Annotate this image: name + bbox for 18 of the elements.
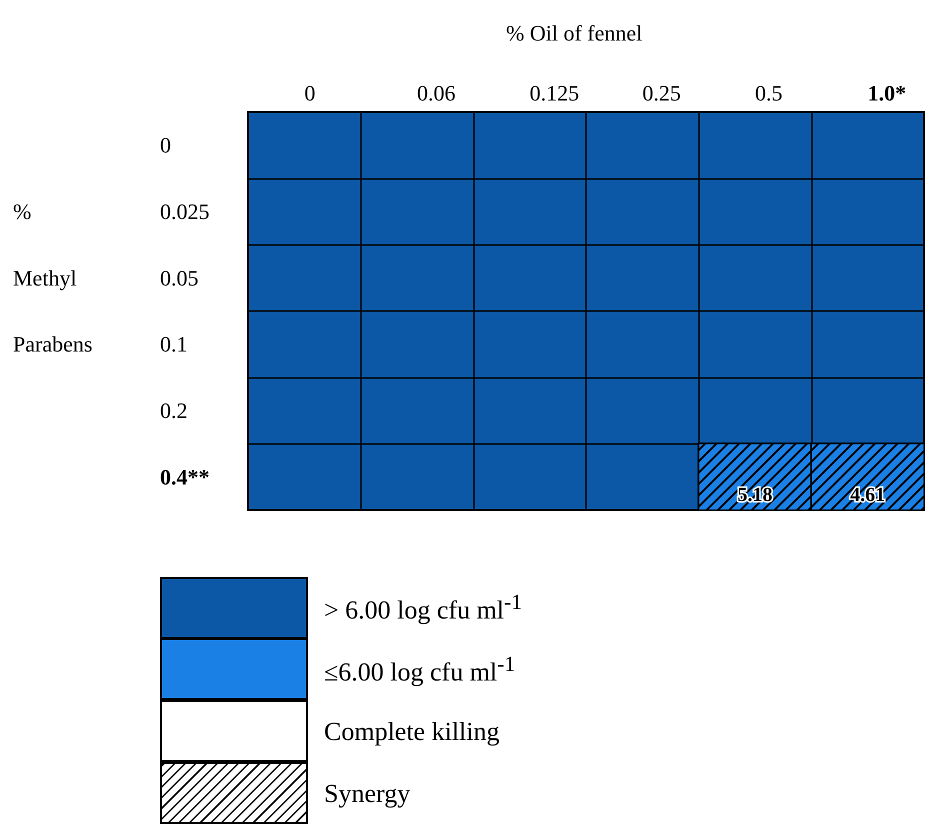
- y-tick-label: 0.4**: [160, 464, 210, 490]
- text: Complete killing: [324, 717, 500, 747]
- text: ≤6.00 log cfu ml$^{-1}$: [324, 652, 516, 688]
- x-tick-label: 0: [304, 80, 316, 106]
- x-tick-label: 0.25: [642, 80, 681, 106]
- x-tick-label: 1.0*: [868, 80, 906, 106]
- y-tick-label: 0.025: [160, 199, 210, 224]
- x-tick-label: 0.06: [417, 80, 456, 106]
- text: > 6.00 log cfu ml$^{-1}$: [324, 590, 522, 626]
- x-tick-label: 0.5: [755, 80, 782, 106]
- text: % Methyl Parabens: [13, 199, 92, 357]
- x-tick-label: 0.125: [530, 80, 580, 106]
- y-tick-label: 0: [160, 132, 171, 158]
- y-tick-label: 0.05: [160, 265, 198, 290]
- text: Synergy: [324, 779, 410, 809]
- x-axis-title: % Oil of fennel: [506, 20, 642, 46]
- y-tick-label: 0.1: [160, 332, 188, 357]
- y-tick-label: 0.2: [160, 398, 188, 423]
